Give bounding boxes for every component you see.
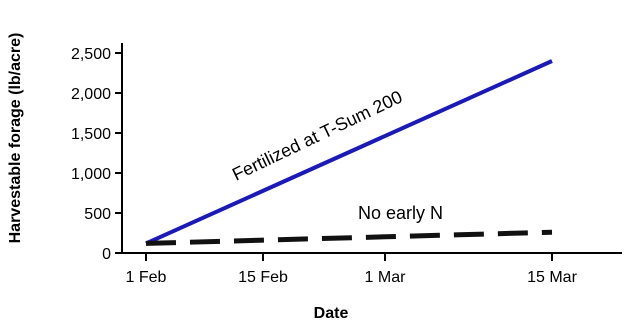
series-line-1 (145, 229, 553, 246)
y-axis-title: Harvestable forage (lb/acre) (7, 33, 24, 244)
x-tick-label: 15 Feb (238, 269, 288, 286)
series-line-0 (145, 59, 553, 246)
series-lines (145, 59, 553, 246)
x-ticks: 1 Feb 15 Feb 1 Mar 15 Mar (126, 253, 578, 286)
y-tick-label: 500 (84, 206, 111, 223)
y-tick-label: 1,500 (71, 126, 111, 143)
x-axis-title: Date (314, 305, 349, 322)
y-ticks: 0 500 1,000 1,500 2,000 2,500 (71, 46, 122, 263)
y-tick-label: 1,000 (71, 166, 111, 183)
x-tick-label: 1 Feb (126, 269, 167, 286)
series-label-fertilized: Fertilized at T-Sum 200 (229, 87, 405, 185)
x-tick-label: 1 Mar (365, 269, 407, 286)
y-tick-label: 2,500 (71, 46, 111, 63)
x-tick-label: 15 Mar (527, 269, 577, 286)
y-tick-label: 0 (102, 246, 111, 263)
series-label-no-early-n: No early N (358, 203, 443, 223)
y-tick-label: 2,000 (71, 86, 111, 103)
